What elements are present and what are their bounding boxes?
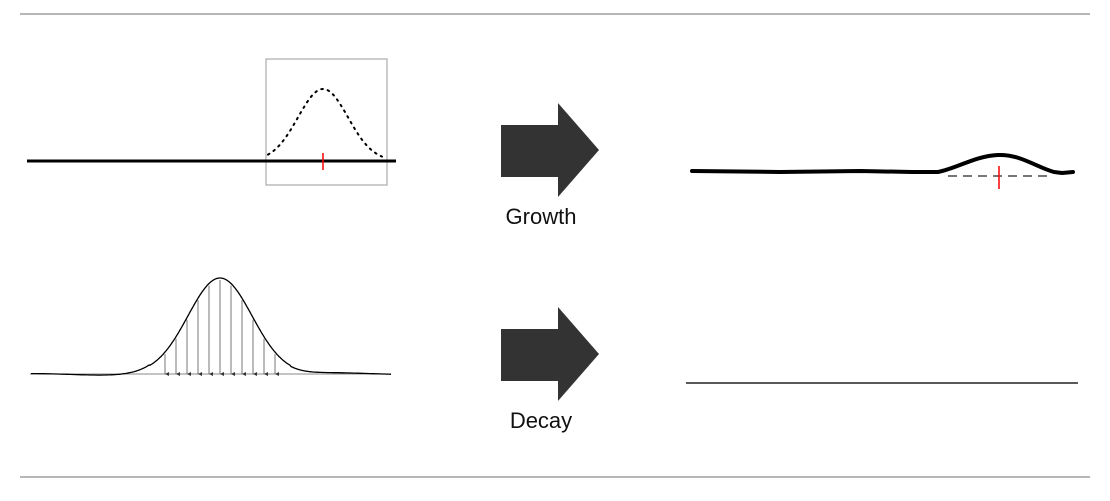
growth-arrow: Growth <box>501 103 599 229</box>
decay-input-panel <box>30 277 391 376</box>
growth-output-panel <box>690 152 1075 189</box>
growth-input-panel <box>27 58 396 186</box>
decay-label: Decay <box>510 408 572 433</box>
arrow-right-icon <box>501 307 599 401</box>
decay-arrow: Decay <box>501 307 599 433</box>
decay-arrows <box>164 280 279 376</box>
grown-profile-curve <box>690 152 1075 175</box>
dotted-bump-curve <box>267 87 383 158</box>
arrow-right-icon <box>501 103 599 197</box>
perturbation-box <box>265 58 388 186</box>
gaussian-curve <box>31 277 391 376</box>
growth-label: Growth <box>506 204 577 229</box>
